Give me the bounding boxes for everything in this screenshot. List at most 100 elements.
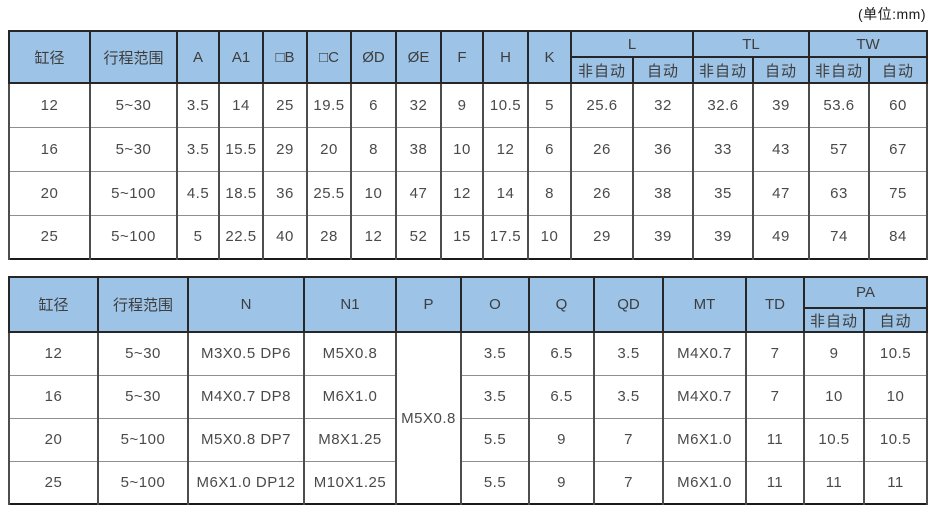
table-cell: 3.5 — [593, 374, 664, 419]
column-header: Q — [528, 276, 595, 333]
table-cell: 20 — [8, 170, 91, 216]
table-cell: 14 — [482, 170, 529, 216]
table-cell: 12 — [440, 170, 484, 216]
table-cell: M6X1.0 — [662, 460, 747, 505]
table-cell: 10 — [863, 374, 928, 419]
table-cell: 5~30 — [97, 331, 189, 376]
table-cell: 6 — [350, 82, 397, 128]
table-cell: 5 — [176, 214, 220, 260]
column-header: □C — [306, 30, 352, 84]
table-cell: 25 — [8, 214, 91, 260]
header-row: 缸径 行程范围 N N1 P O Q QD MT TD PA — [8, 276, 928, 333]
table-cell: 6 — [527, 126, 572, 172]
table-cell: 10.5 — [482, 82, 529, 128]
sub-column-header: 自动 — [863, 307, 928, 333]
header-row: 缸径 行程范围 A A1 □B □C ØD ØE F H K L TL TW — [8, 30, 929, 84]
group-header: PA — [803, 276, 928, 309]
table-cell: 75 — [868, 170, 929, 216]
table-cell: 39 — [632, 214, 694, 260]
table-cell: 29 — [570, 214, 634, 260]
table-cell: M5X0.8 DP7 — [187, 417, 305, 462]
table-cell: 5~100 — [89, 170, 178, 216]
table-cell: M3X0.5 DP6 — [187, 331, 305, 376]
table-cell: 19.5 — [306, 82, 352, 128]
table-row: 16 5~30 3.5 15.5 29 20 8 38 10 12 6 26 36 33 43 57 67 — [8, 126, 929, 172]
table-cell: 12 — [8, 82, 91, 128]
group-header: TL — [691, 30, 811, 58]
table-cell: 32.6 — [692, 82, 754, 128]
table-cell: 32 — [395, 82, 442, 128]
table-cell: 52 — [395, 214, 442, 260]
sub-column-header: 非自动 — [803, 307, 865, 333]
table-row: 16 5~30 M4X0.7 DP8 M6X1.0 3.5 6.5 3.5 M4X0.7 7 10… — [8, 374, 928, 419]
table-cell: 7 — [593, 460, 664, 505]
table-cell: 74 — [808, 214, 871, 260]
table-row: 25 5~100 M6X1.0 DP12 M10X1.25 5.5 9 7 M6X1.0 11 1… — [8, 460, 928, 505]
table-cell: 9 — [803, 331, 865, 376]
table-cell: 11 — [745, 417, 805, 462]
column-header: 行程范围 — [89, 30, 178, 84]
dimensions-table-bottom: 缸径 行程范围 N N1 P O Q QD MT TD PA 非自动 自动 12 5~30 M3X0.5 DP… — [8, 276, 928, 505]
table-cell: 38 — [632, 170, 694, 216]
table-cell: 36 — [262, 170, 308, 216]
table-cell: 10 — [527, 214, 572, 260]
table-cell: 3.5 — [460, 331, 530, 376]
group-header: TW — [808, 30, 929, 58]
table-cell: 11 — [745, 460, 805, 505]
column-header: MT — [662, 276, 747, 333]
table-cell: 16 — [8, 126, 91, 172]
table-cell: 11 — [803, 460, 865, 505]
table-cell: 47 — [751, 170, 811, 216]
table-cell: 39 — [692, 214, 754, 260]
table-cell: 53.6 — [808, 82, 871, 128]
table-cell: 6.5 — [528, 374, 595, 419]
table-cell: 35 — [692, 170, 754, 216]
table-cell: M8X1.25 — [303, 417, 397, 462]
table-cell: 3.5 — [460, 374, 530, 419]
table-cell: 25.5 — [306, 170, 352, 216]
table-cell: 7 — [745, 374, 805, 419]
table-cell: 5.5 — [460, 460, 530, 505]
table-cell: 25.6 — [570, 82, 634, 128]
table-row: 12 5~30 3.5 14 25 19.5 6 32 9 10.5 5 25.6 32 32.6 39 53… — [8, 82, 929, 128]
table-cell: 5 — [527, 82, 572, 128]
table-cell: M5X0.8 — [303, 331, 397, 376]
table-cell: 26 — [570, 170, 634, 216]
table-cell: 84 — [868, 214, 929, 260]
table-cell: 49 — [751, 214, 811, 260]
table-cell: 28 — [306, 214, 352, 260]
sub-column-header: 自动 — [632, 56, 694, 84]
column-header: QD — [593, 276, 664, 333]
table-cell: M10X1.25 — [303, 460, 397, 505]
unit-label: (单位:mm) — [857, 6, 926, 22]
table-cell: 20 — [8, 417, 99, 462]
table-row: 20 5~100 4.5 18.5 36 25.5 10 47 12 14 8 26 38 35 47 63 7… — [8, 170, 929, 216]
table-cell: 10 — [803, 374, 865, 419]
table-cell: 39 — [751, 82, 811, 128]
table-cell: 12 — [8, 331, 99, 376]
table-cell: 8 — [527, 170, 572, 216]
column-header: P — [395, 276, 462, 333]
table-cell: 3.5 — [593, 331, 664, 376]
table-cell: 25 — [262, 82, 308, 128]
table-cell: 36 — [632, 126, 694, 172]
table-cell: 5~30 — [89, 126, 178, 172]
column-header: 缸径 — [8, 276, 99, 333]
table-cell: 12 — [482, 126, 529, 172]
table-cell: 32 — [632, 82, 694, 128]
table-cell: 16 — [8, 374, 99, 419]
table-cell: 9 — [440, 82, 484, 128]
table-cell: 4.5 — [176, 170, 220, 216]
table-cell: 17.5 — [482, 214, 529, 260]
table-cell: 3.5 — [176, 82, 220, 128]
table-cell: M6X1.0 — [662, 417, 747, 462]
sub-header-row: 非自动 自动 非自动 自动 非自动 自动 — [9, 56, 929, 84]
table-cell: 7 — [593, 417, 664, 462]
column-header: 缸径 — [8, 30, 91, 84]
table-cell: 10 — [440, 126, 484, 172]
table-row: 20 5~100 M5X0.8 DP7 M8X1.25 5.5 9 7 M6X1.0 11 10.… — [8, 417, 928, 462]
table-cell: 5.5 — [460, 417, 530, 462]
table-cell: 38 — [395, 126, 442, 172]
table-row: 12 5~30 M3X0.5 DP6 M5X0.8 M5X0.8 3.5 6.5 3.5 M4X… — [8, 331, 928, 505]
table-cell: 26 — [570, 126, 634, 172]
